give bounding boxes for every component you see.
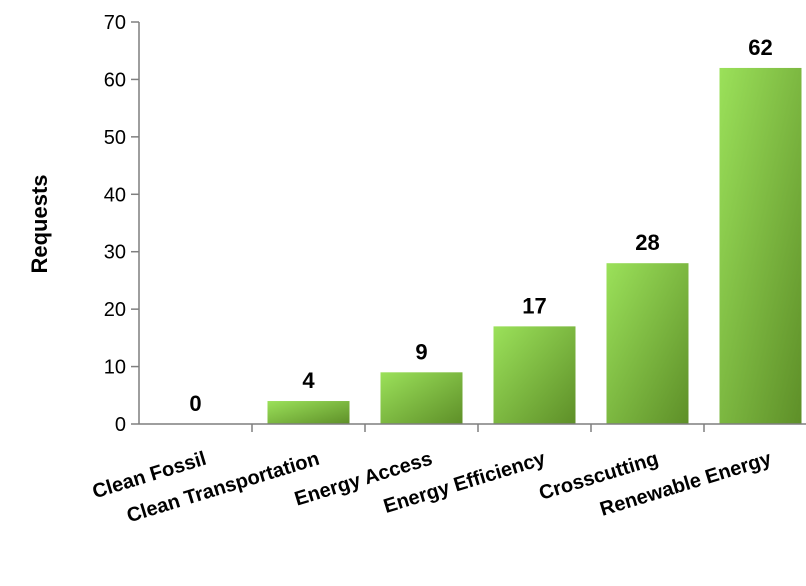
data-label: 17 [522,293,546,318]
bar [606,263,689,424]
y-tick-label: 50 [104,127,126,149]
y-tick-label: 10 [104,357,126,379]
data-label: 62 [748,35,772,60]
y-axis-ticks: 0 10 20 30 40 50 60 70 [104,12,139,436]
data-label: 4 [302,368,315,393]
y-tick-label: 70 [104,12,126,34]
x-tick-label: Clean Transportation [124,448,322,528]
bar [267,401,350,424]
data-label: 28 [635,230,659,255]
bar [493,326,576,424]
bar [719,67,802,424]
y-axis-label: Requests [27,174,52,273]
axes [138,22,806,432]
bar [380,372,463,424]
y-tick-label: 20 [104,299,126,321]
data-label: 9 [415,339,427,364]
data-label: 0 [189,391,201,416]
y-tick-label: 60 [104,69,126,91]
bars [267,67,802,424]
y-tick-label: 0 [115,414,126,436]
data-labels: 0 4 9 17 28 62 [189,35,772,416]
y-tick-label: 30 [104,242,126,264]
y-tick-label: 40 [104,184,126,206]
